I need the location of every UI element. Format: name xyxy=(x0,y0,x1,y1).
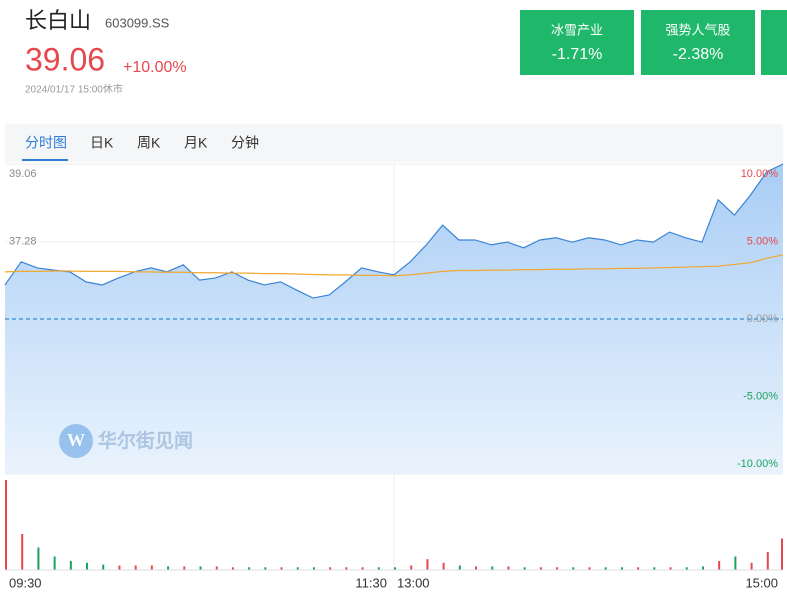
volume-bar xyxy=(53,556,56,570)
volume-bar xyxy=(329,567,332,570)
volume-bar xyxy=(215,566,218,570)
volume-bar xyxy=(734,556,737,570)
volume-bar xyxy=(102,564,105,570)
average-line xyxy=(4,254,784,277)
y2-tick-label: -10.00% xyxy=(737,458,778,470)
stock-code: 603099.SS xyxy=(105,15,170,30)
sector-box[interactable] xyxy=(641,10,755,75)
y2-tick-label: 5.00% xyxy=(747,235,778,247)
x-tick-label: 09:30 xyxy=(9,575,42,590)
x-tick-label: 13:00 xyxy=(397,575,430,590)
y2-tick-label: 0.00% xyxy=(747,313,778,325)
volume-bar xyxy=(781,538,783,570)
volume-bar xyxy=(588,567,591,570)
tab[interactable]: 月K xyxy=(184,135,208,151)
volume-bar xyxy=(572,567,575,570)
sector-name[interactable]: 强势人气股 xyxy=(665,22,730,37)
sector-tag[interactable]: 强势人气股 -2.38% xyxy=(641,10,755,75)
volume-bar xyxy=(361,567,364,570)
x-tick-label: 11:30 xyxy=(355,575,387,590)
watermark-icon xyxy=(59,424,93,458)
volume-bar xyxy=(766,552,769,570)
volume-bar xyxy=(21,534,24,570)
volume-bar xyxy=(231,567,234,570)
volume-bar xyxy=(556,567,559,570)
volume-bar xyxy=(280,567,283,570)
tab[interactable]: 周K xyxy=(137,135,161,151)
volume-bar xyxy=(750,562,753,570)
watermark: W 华尔街见闻 xyxy=(59,424,193,458)
watermark-icon-letter: W xyxy=(67,430,85,450)
volume-bar xyxy=(199,566,202,570)
volume-bar xyxy=(5,480,7,570)
y2-tick-label: 10.00% xyxy=(741,168,779,180)
y-tick-label: 39.06 xyxy=(9,168,37,180)
volume-bar xyxy=(669,567,672,570)
y2-tick-label: -5.00% xyxy=(743,390,778,402)
volume-bar xyxy=(183,566,186,570)
timestamp: 2024/01/17 15:00休市 xyxy=(25,83,123,96)
volume-bar xyxy=(475,566,478,570)
volume-bar xyxy=(491,566,494,570)
volume-bar xyxy=(507,566,510,570)
watermark-text: 华尔街见闻 xyxy=(98,429,193,452)
sector-name[interactable]: 冰雪产业 xyxy=(551,22,603,37)
volume-bar xyxy=(394,567,396,570)
volume-bar xyxy=(523,567,526,570)
volume-bar xyxy=(312,567,315,570)
sector-change[interactable]: -2.38% xyxy=(673,46,724,63)
stock-name: 长白山 xyxy=(25,8,91,33)
price: 39.06 xyxy=(25,41,105,77)
tab[interactable]: 日K xyxy=(90,135,114,151)
volume-bar xyxy=(701,566,704,570)
tab-bar xyxy=(5,124,783,162)
volume-bar xyxy=(653,567,656,570)
price-change: +10.00% xyxy=(123,59,187,76)
tab-underline xyxy=(22,159,68,161)
volume-bar xyxy=(426,559,429,570)
volume-bar xyxy=(37,547,40,570)
volume-bar xyxy=(118,565,121,570)
volume-bar xyxy=(150,565,153,570)
tab[interactable]: 分时图 xyxy=(25,135,67,151)
volume-bar xyxy=(69,561,72,570)
volume-bar xyxy=(539,567,542,570)
tab[interactable]: 分钟 xyxy=(231,135,259,151)
volume-bar xyxy=(264,567,267,570)
volume-bar xyxy=(637,567,640,570)
x-tick-label: 15:00 xyxy=(745,575,778,590)
volume-bar xyxy=(248,567,251,570)
volume-bar xyxy=(410,565,413,570)
volume-bar xyxy=(685,567,688,570)
volume-bar xyxy=(620,567,623,570)
sector-box[interactable] xyxy=(520,10,634,75)
volume-bar xyxy=(718,561,721,570)
y-tick-label: 37.28 xyxy=(9,236,37,248)
sector-tag[interactable]: 冰雪产业 -1.71% xyxy=(520,10,634,75)
volume-bar xyxy=(377,567,380,570)
volume-bar xyxy=(167,566,170,570)
volume-bar xyxy=(442,562,445,570)
sector-box[interactable] xyxy=(761,10,787,75)
volume-bar xyxy=(134,565,137,570)
volume-bar xyxy=(345,567,348,570)
volume-bar xyxy=(296,567,299,570)
volume-bar xyxy=(458,565,461,570)
sector-change[interactable]: -1.71% xyxy=(552,46,603,63)
volume-bar xyxy=(86,562,89,570)
volume-bar xyxy=(604,567,607,570)
